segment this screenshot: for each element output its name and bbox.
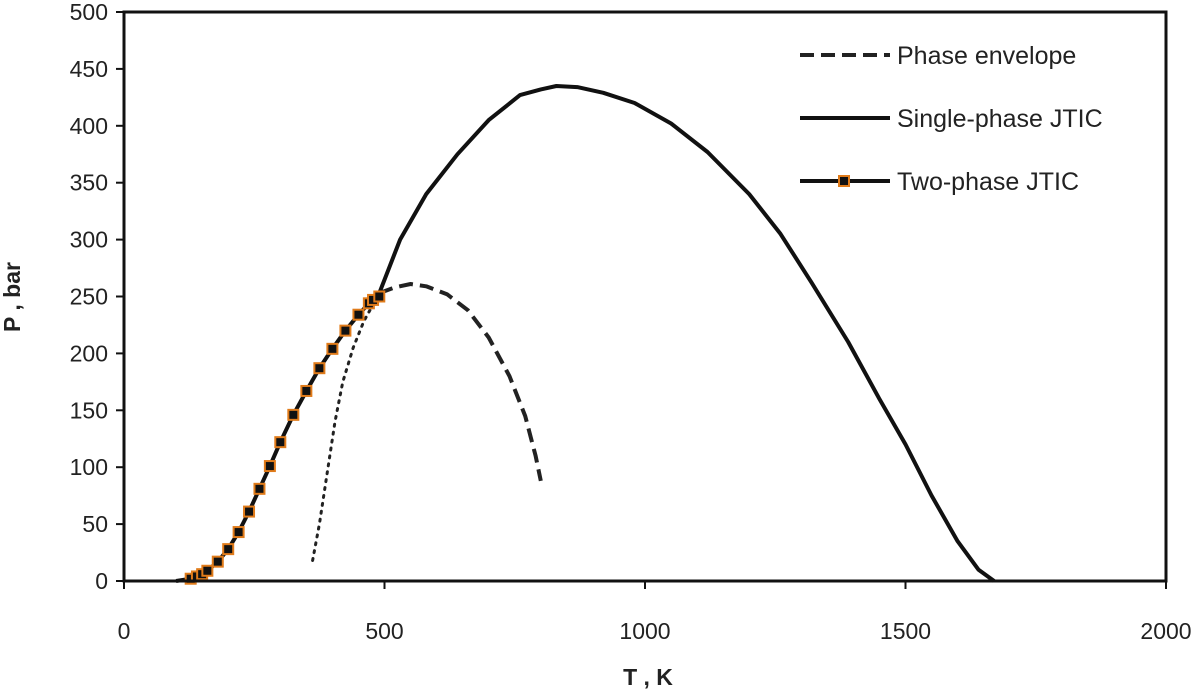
y-tick-label: 450: [70, 56, 108, 82]
x-tick-label: 500: [365, 618, 403, 644]
legend-label: Phase envelope: [897, 42, 1076, 70]
y-axis-label: P , bar: [0, 262, 25, 332]
two-phase-marker: [287, 408, 300, 421]
plot-area-frame: [122, 10, 1168, 583]
two-phase-marker: [263, 460, 276, 473]
two-phase-marker: [201, 564, 214, 577]
series-line-1: [311, 291, 381, 562]
y-tick-label: 100: [70, 454, 108, 480]
x-axis-ticks: 0 500 1000 1500 2000: [118, 581, 1192, 644]
two-phase-marker: [352, 308, 365, 321]
y-tick-label: 0: [95, 568, 108, 594]
y-tick-label: 250: [70, 284, 108, 310]
y-tick-label: 400: [70, 113, 108, 139]
y-tick-label: 50: [82, 511, 108, 537]
two-phase-marker: [326, 342, 339, 355]
y-tick-label: 500: [70, 0, 108, 25]
x-tick-label: 0: [118, 618, 131, 644]
two-phase-marker: [232, 526, 245, 539]
two-phase-marker: [373, 290, 386, 303]
legend-label: Two-phase JTIC: [897, 168, 1079, 196]
x-tick-label: 1000: [619, 618, 670, 644]
two-phase-marker: [339, 324, 352, 337]
x-axis-label: T , K: [623, 664, 673, 690]
two-phase-marker: [211, 555, 224, 568]
two-phase-marker: [253, 482, 266, 495]
y-tick-label: 150: [70, 397, 108, 423]
two-phase-marker: [222, 543, 235, 556]
two-phase-marker: [313, 362, 326, 375]
legend-marker: [838, 175, 850, 187]
x-tick-label: 2000: [1140, 618, 1191, 644]
y-tick-label: 300: [70, 227, 108, 253]
two-phase-marker: [243, 505, 256, 518]
y-tick-label: 200: [70, 340, 108, 366]
series-line-0: [378, 282, 543, 482]
legend-label: Single-phase JTIC: [897, 105, 1103, 133]
two-phase-marker: [274, 436, 287, 449]
y-tick-label: 350: [70, 170, 108, 196]
two-phase-marker: [300, 384, 313, 397]
series-line-2: [377, 84, 996, 583]
legend: Phase envelope Single-phase JTIC Two-phase…: [800, 42, 1103, 196]
x-tick-label: 1500: [880, 618, 931, 644]
y-axis-ticks: 0 50 100 150 200 250 300 350 400 450 500: [70, 0, 124, 594]
series-layer: [175, 84, 996, 585]
